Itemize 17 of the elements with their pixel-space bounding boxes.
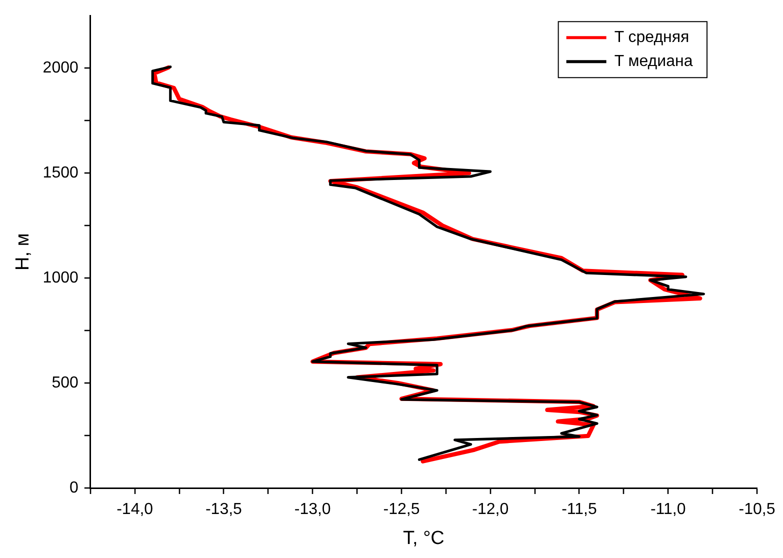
y-axis-title: H, м (12, 233, 34, 270)
x-tick-label: -13,0 (294, 501, 331, 518)
y-tick-label: 1000 (42, 269, 78, 286)
x-tick-label: -12,5 (383, 501, 420, 518)
y-tick-label: 2000 (42, 59, 78, 76)
x-tick-label: -13,5 (205, 501, 242, 518)
legend-label: T средняя (614, 29, 690, 46)
x-tick-label: -14,0 (116, 501, 154, 518)
y-tick-label: 500 (52, 374, 78, 392)
x-tick-label: -10,5 (738, 501, 776, 518)
x-tick-label: -11,0 (650, 501, 686, 518)
y-tick-label: 1500 (42, 164, 78, 182)
legend-label: T медиана (614, 53, 693, 70)
x-tick-label: -11,5 (562, 501, 597, 518)
y-tick-label: 0 (69, 479, 78, 496)
x-tick-label: -12,0 (472, 501, 509, 518)
x-axis-title: T, °C (403, 528, 444, 549)
